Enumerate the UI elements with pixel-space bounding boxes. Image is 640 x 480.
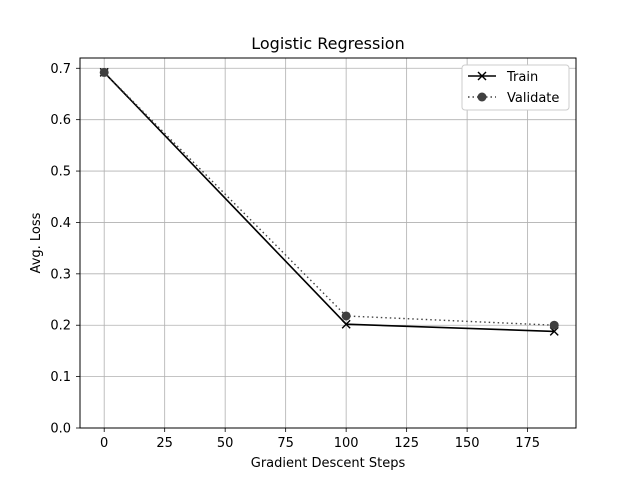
x-tick-label: 75: [277, 436, 294, 451]
legend-validate-circle-marker: [477, 92, 487, 102]
validate-data-point: [99, 67, 109, 77]
y-tick-label: 0.0: [50, 422, 71, 437]
y-tick-label: 0.7: [50, 62, 71, 77]
plot-area-frame: [79, 57, 577, 429]
x-tick-label: 125: [394, 436, 419, 451]
y-tick-label: 0.5: [50, 165, 71, 180]
x-tick-label: 0: [100, 436, 108, 451]
y-tick-label: 0.1: [50, 370, 71, 385]
x-tick-label: 175: [515, 436, 540, 451]
x-tick-label: 50: [217, 436, 234, 451]
y-tick-label: 0.6: [50, 113, 71, 128]
y-tick-label: 0.2: [50, 319, 71, 334]
legend-train-x-marker: [477, 71, 487, 81]
y-tick-label: 0.3: [50, 267, 71, 282]
x-axis-label: Gradient Descent Steps: [251, 456, 406, 471]
y-axis-label: Avg. Loss: [29, 212, 44, 273]
train-data-point: [341, 319, 351, 329]
train-series-line: [103, 71, 555, 333]
legend-train-label: Train: [506, 70, 538, 85]
tick-layer: 0 25 50 75 100 125 150 175 0.0 0.1 0.2 0.3 0.4 0.5 0.6…: [50, 62, 540, 451]
legend-validate-label: Validate: [507, 91, 559, 106]
series-layer: [99, 67, 559, 336]
x-tick-label: 100: [334, 436, 359, 451]
chart-title: Logistic Regression: [251, 34, 404, 53]
y-tick-label: 0.4: [50, 216, 71, 231]
grid: [80, 58, 576, 429]
legend: Train Validate: [461, 64, 570, 111]
validate-data-point: [549, 320, 559, 330]
x-tick-label: 25: [156, 436, 173, 451]
validate-data-point: [341, 311, 351, 321]
x-tick-label: 150: [455, 436, 480, 451]
